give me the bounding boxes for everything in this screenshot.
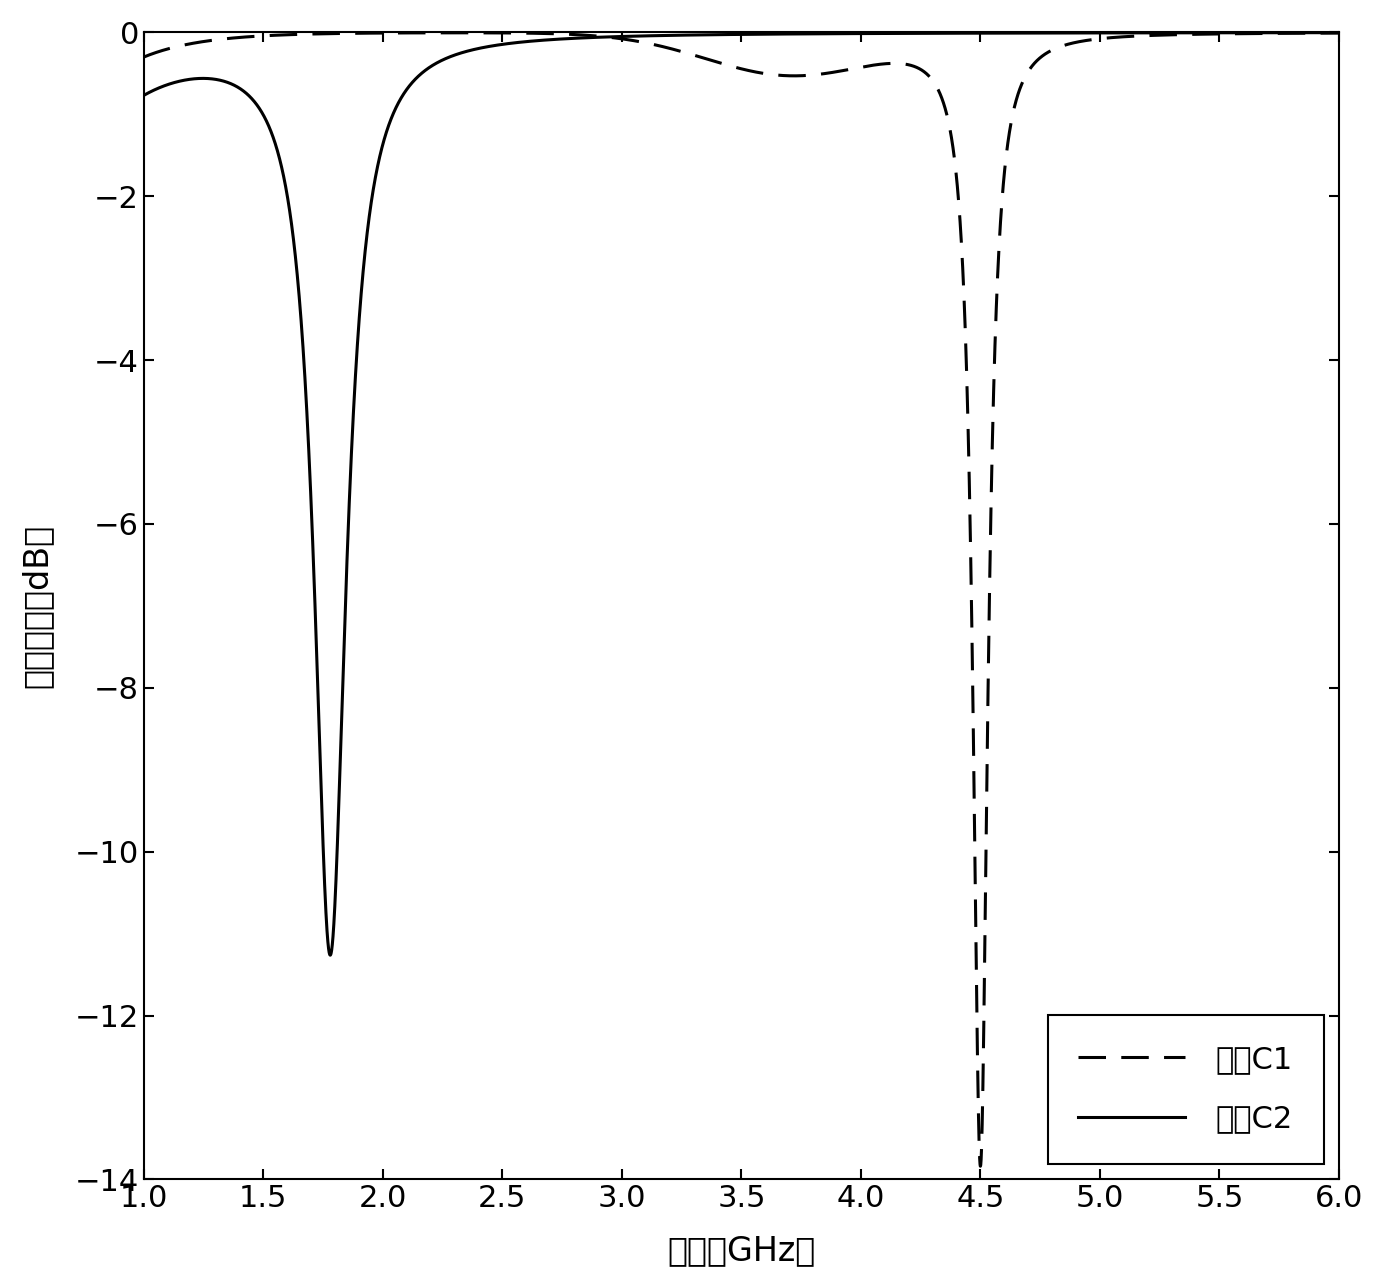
Legend: 电容C1, 电容C2: 电容C1, 电容C2 — [1048, 1015, 1323, 1164]
电容C2 — [185, 71, 202, 86]
电容C2 — [1330, 24, 1347, 40]
电容C1 — [972, 1158, 988, 1173]
电容C2 — [141, 85, 158, 100]
Line: 电容C2: 电容C2 — [144, 32, 1338, 956]
电容C1 — [370, 26, 386, 41]
电容C1 — [1330, 26, 1347, 41]
Y-axis label: 透射系数（dB）: 透射系数（dB） — [21, 524, 54, 688]
电容C2 — [1268, 24, 1284, 40]
电容C1 — [136, 49, 152, 64]
电容C1 — [141, 48, 158, 63]
电容C2 — [208, 72, 224, 88]
电容C2 — [370, 156, 386, 171]
电容C1 — [720, 58, 736, 73]
Line: 电容C1: 电容C1 — [144, 32, 1338, 1166]
电容C1 — [1268, 26, 1284, 41]
电容C2 — [720, 27, 736, 43]
电容C1 — [208, 32, 224, 48]
电容C1 — [185, 36, 202, 52]
电容C2 — [322, 948, 339, 963]
电容C1 — [450, 24, 466, 40]
电容C2 — [136, 88, 152, 103]
X-axis label: 频率（GHz）: 频率（GHz） — [667, 1234, 815, 1267]
